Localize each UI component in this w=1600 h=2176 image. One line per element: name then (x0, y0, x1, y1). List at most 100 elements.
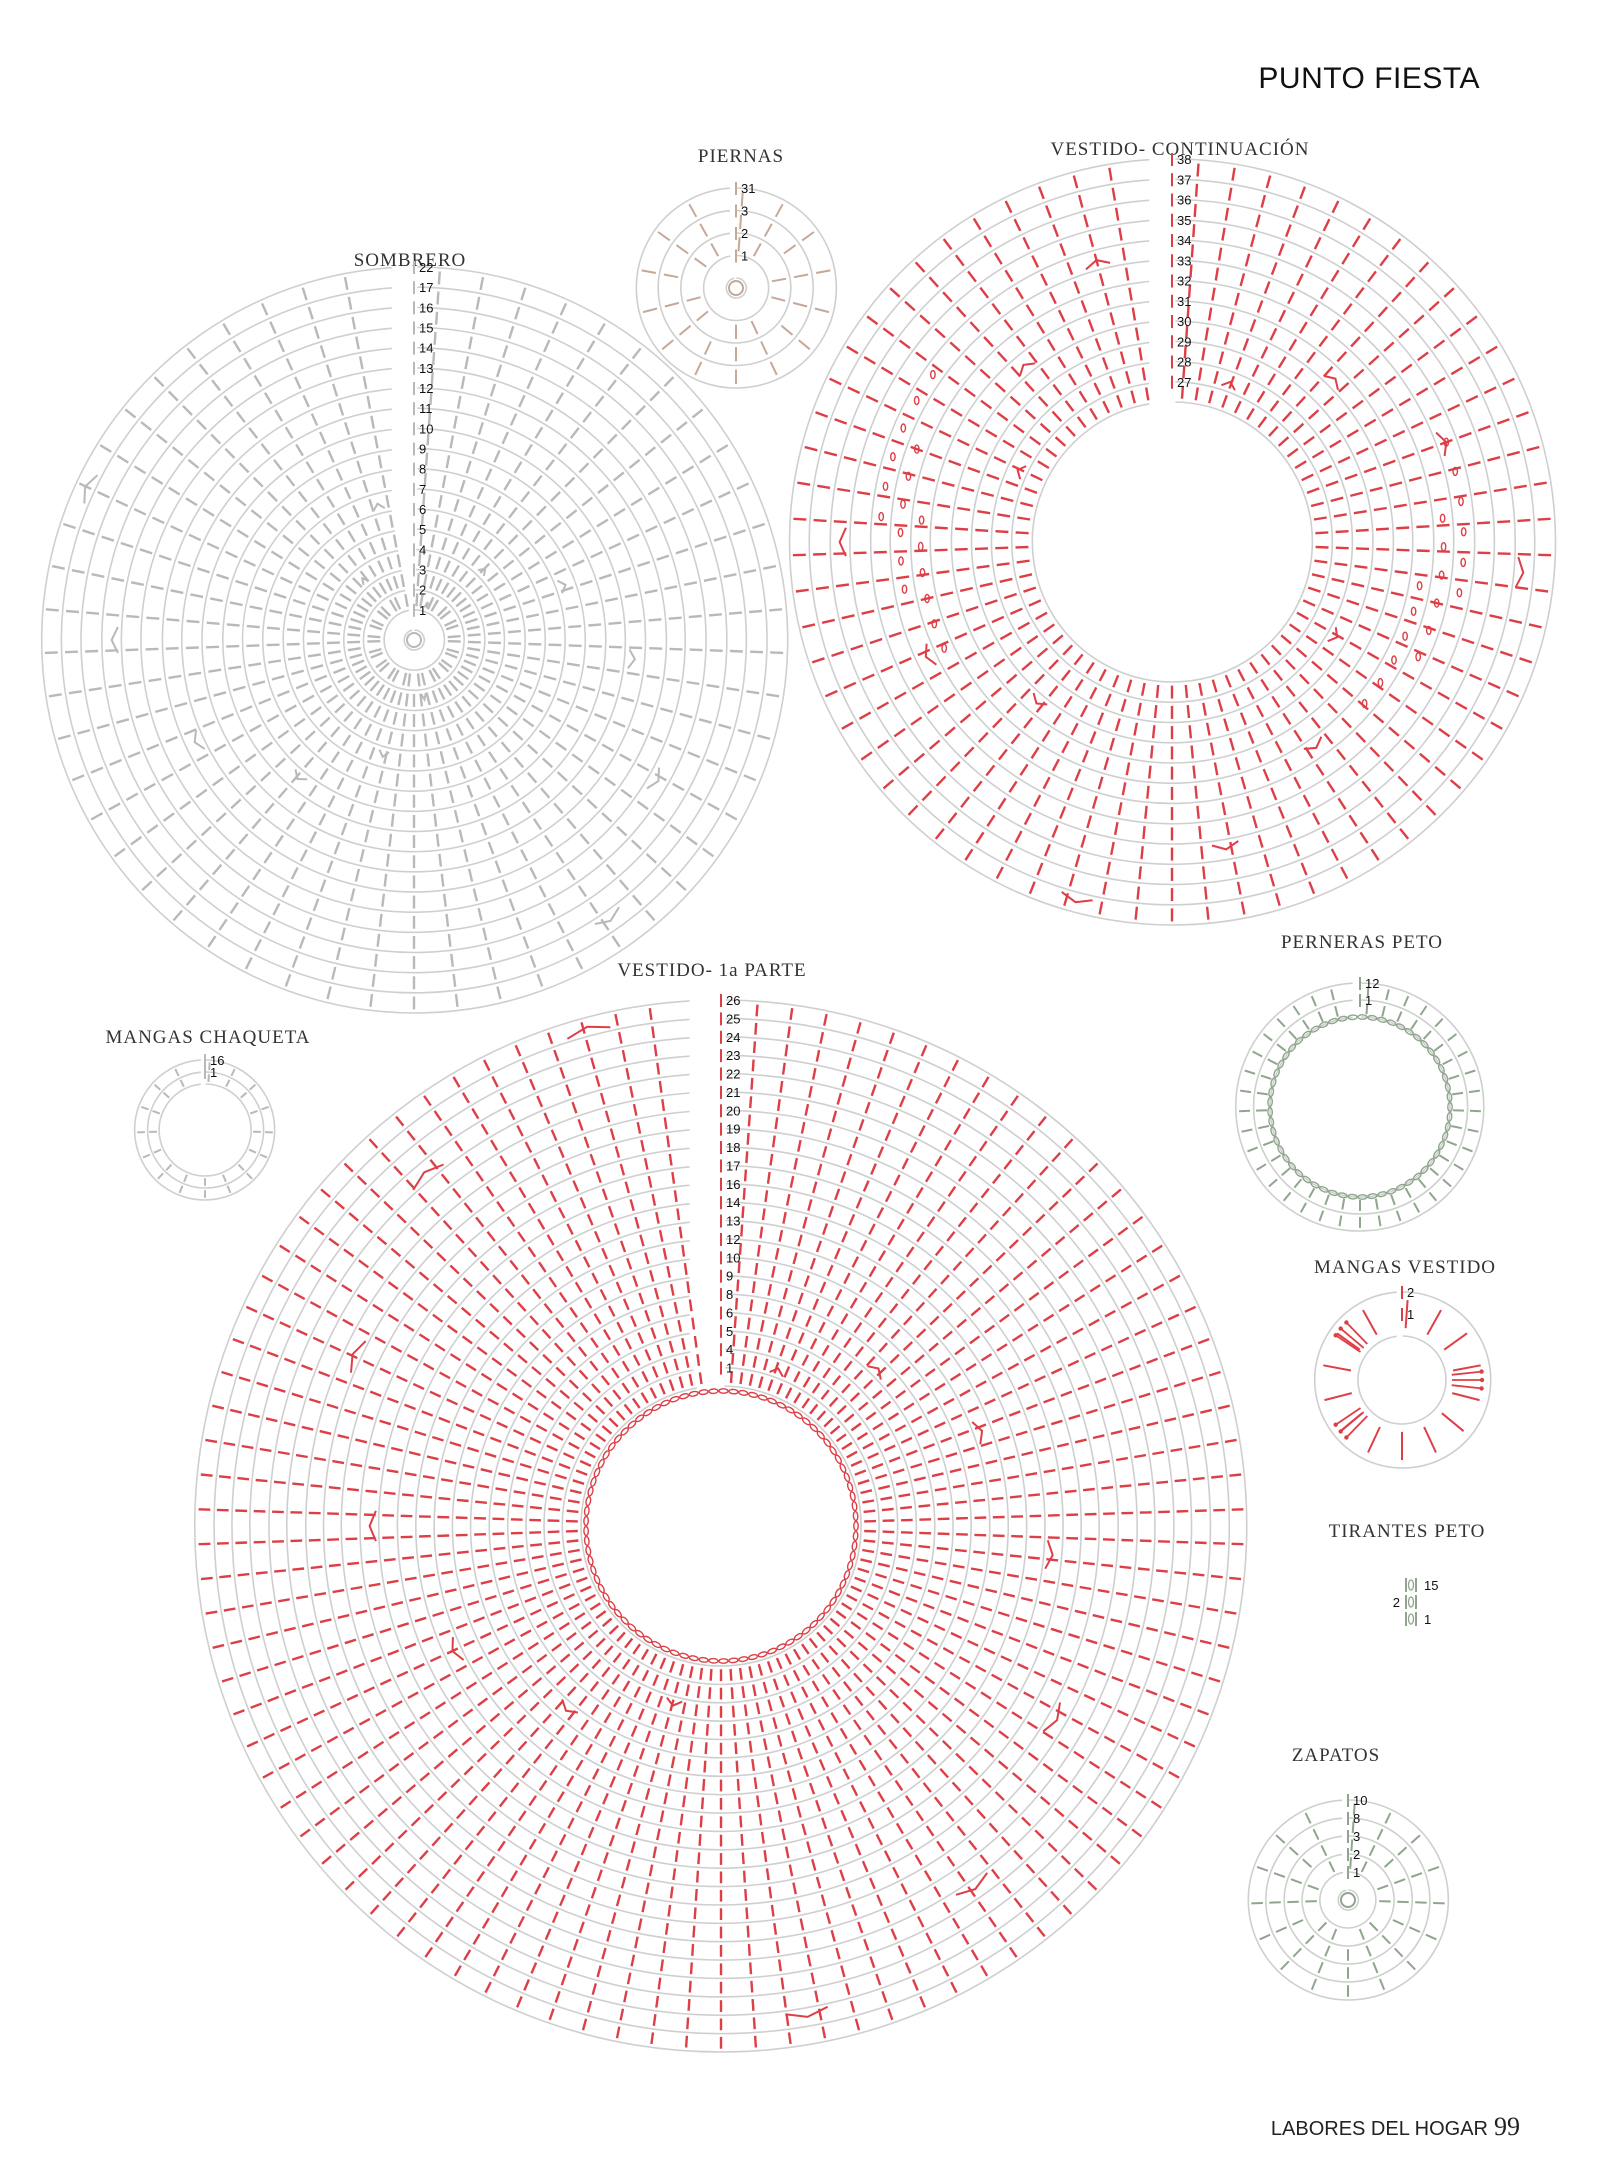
increase-mark (1044, 1539, 1054, 1570)
stitch-mark (535, 1389, 547, 1399)
stitch-mark (432, 1313, 444, 1323)
chain-mark (602, 1450, 610, 1460)
row-number: 27 (1177, 375, 1191, 390)
chain-mark (1412, 1172, 1422, 1181)
stitch-mark (557, 443, 568, 455)
stitch-mark (1015, 1430, 1028, 1437)
stitch-mark (977, 1233, 987, 1244)
stitch-mark (831, 650, 845, 658)
stitch-mark (1354, 564, 1368, 569)
stitch-mark (543, 674, 557, 681)
stitch-mark (991, 615, 1005, 624)
stitch-mark (903, 1402, 915, 1411)
stitch-mark (893, 1174, 901, 1186)
stitch-mark (1251, 364, 1260, 378)
stitch-mark (977, 731, 989, 743)
stitch-mark (656, 1062, 661, 1075)
stitch-mark (1026, 1130, 1036, 1141)
stitch-mark (1007, 1803, 1019, 1814)
stitch-mark (890, 1928, 898, 1941)
stitch-mark (1128, 1622, 1141, 1628)
stitch-mark (1131, 307, 1137, 321)
stitch-mark (792, 1882, 797, 1895)
round-line (193, 999, 1248, 2053)
stitch-mark (813, 518, 827, 523)
increase-mark (566, 1025, 611, 1040)
stitch-mark (1189, 264, 1193, 278)
stitch-mark (1434, 765, 1446, 777)
stitch-mark (768, 1886, 773, 1899)
stitch-mark (896, 1218, 905, 1230)
stitch-mark (328, 1563, 341, 1568)
stitch-mark (1079, 704, 1089, 718)
stitch-mark (1008, 780, 1018, 793)
stitch-mark (922, 476, 936, 482)
stitch-mark (902, 471, 916, 477)
stitch-mark (542, 1688, 553, 1699)
stitch-mark (659, 707, 674, 714)
stitch-mark (1071, 1717, 1084, 1726)
stitch-mark (312, 1336, 325, 1344)
stitch-mark (226, 623, 240, 627)
stitch-mark (1021, 1816, 1032, 1827)
stitch-mark (146, 824, 159, 834)
magic-ring (406, 632, 422, 648)
stitch-mark (557, 1146, 565, 1159)
stitch-mark (353, 1662, 365, 1670)
stitch-mark (466, 784, 474, 798)
stitch-mark (1218, 351, 1225, 365)
stitch-mark (419, 1711, 431, 1720)
increase-mark (193, 730, 206, 750)
stitch-mark (540, 787, 551, 799)
stitch-mark (437, 271, 441, 285)
stitch-mark (688, 1373, 694, 1386)
stitch-mark (877, 1250, 887, 1262)
stitch-mark (1358, 624, 1372, 632)
round-line (725, 277, 748, 299)
stitch-mark (1326, 780, 1336, 793)
stitch-mark (1434, 1018, 1444, 1028)
stitch-mark (1499, 650, 1513, 658)
stitch-mark (1104, 1309, 1116, 1318)
stitch-mark (737, 1261, 741, 1274)
stitch-mark (1025, 1642, 1038, 1650)
stitch-mark (430, 534, 436, 548)
stitch-mark (500, 741, 511, 753)
stitch-mark (1397, 1846, 1408, 1856)
stitch-mark (767, 1699, 773, 1712)
stitch-mark (501, 431, 509, 445)
stitch-mark (434, 1343, 446, 1352)
stitch-mark (423, 1239, 434, 1249)
stitch-mark (616, 1321, 624, 1334)
stitch-mark (821, 1817, 828, 1830)
stitch-mark (606, 1929, 612, 1942)
stitch-mark (310, 413, 319, 426)
stitch-mark (1244, 253, 1251, 267)
stitch-mark (826, 1305, 835, 1317)
stitch-mark (145, 647, 159, 651)
stitch-mark (929, 452, 943, 460)
stitch-mark (1328, 1861, 1336, 1873)
stitch-mark (595, 1610, 607, 1620)
stitch-mark (1259, 1933, 1271, 1941)
stitch-mark (1094, 337, 1102, 351)
stitch-mark (1101, 1486, 1114, 1490)
stitch-mark (480, 822, 488, 836)
stitch-mark (648, 618, 662, 622)
stitch-mark (382, 1890, 392, 1902)
stitch-mark (441, 1570, 454, 1575)
stitch-mark (124, 408, 137, 419)
row-number: 37 (1177, 172, 1191, 187)
stitch-mark (148, 677, 162, 683)
stitch-mark (479, 1413, 492, 1421)
chain-mark (1395, 1183, 1406, 1191)
stitch-mark (1077, 194, 1084, 208)
stitch-mark (683, 1262, 688, 1275)
stitch-mark (949, 1468, 962, 1474)
chain-mark (930, 369, 936, 380)
round-line (788, 158, 1557, 926)
stitch-mark (1348, 814, 1358, 827)
stitch-mark (302, 694, 315, 703)
